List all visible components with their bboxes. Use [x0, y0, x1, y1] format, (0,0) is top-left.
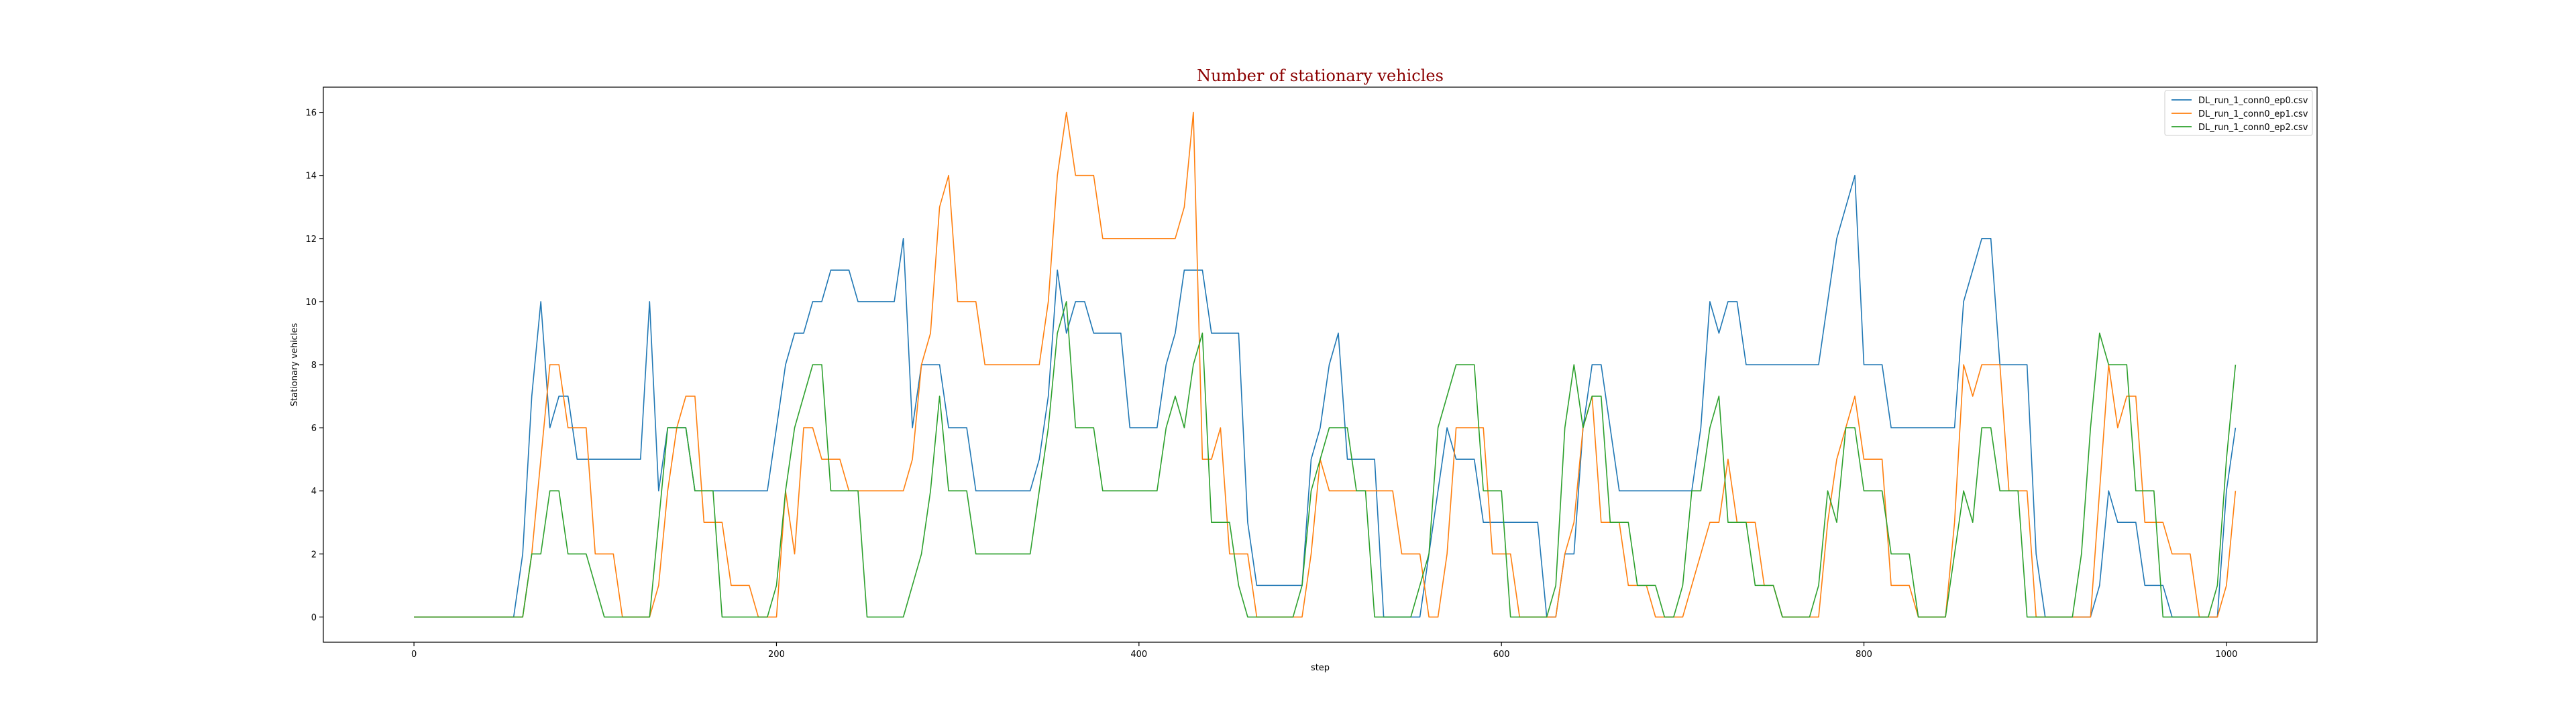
- y-axis-ticks: 0 2 4 6 8 10 12 14 16: [305, 109, 323, 623]
- series-line-1: [414, 111, 2237, 618]
- y-tick-label: 16: [305, 109, 317, 119]
- y-tick-label: 0: [311, 613, 317, 623]
- series-line-0: [414, 174, 2237, 618]
- x-axis-ticks: 0 200 400 600 800 1000: [411, 642, 2237, 660]
- y-tick-label: 2: [311, 550, 317, 560]
- y-tick-label: 12: [305, 235, 317, 245]
- x-tick-label: 800: [1856, 650, 1872, 660]
- x-tick-label: 400: [1130, 650, 1147, 660]
- y-tick-label: 8: [311, 361, 317, 371]
- legend-label: DL_run_1_conn0_ep0.csv: [2198, 96, 2308, 106]
- x-tick-label: 200: [768, 650, 785, 660]
- y-tick-label: 4: [311, 487, 317, 497]
- x-axis-label: step: [1311, 663, 1330, 673]
- legend: DL_run_1_conn0_ep0.csv DL_run_1_conn0_ep1…: [2164, 90, 2313, 136]
- y-tick-label: 6: [311, 424, 317, 434]
- chart-title: Number of stationary vehicles: [1197, 66, 1444, 85]
- legend-label: DL_run_1_conn0_ep2.csv: [2198, 123, 2308, 133]
- y-axis-label: Stationary vehicles: [290, 323, 300, 407]
- x-tick-label: 1000: [2215, 650, 2237, 660]
- y-tick-label: 14: [305, 172, 317, 182]
- legend-items: DL_run_1_conn0_ep0.csv DL_run_1_conn0_ep1…: [2171, 96, 2308, 133]
- series-line-2: [414, 301, 2237, 618]
- legend-label: DL_run_1_conn0_ep1.csv: [2198, 109, 2308, 119]
- series-layer: [414, 111, 2237, 618]
- x-tick-label: 0: [411, 650, 417, 660]
- legend-box: [2164, 90, 2313, 136]
- y-tick-label: 10: [305, 298, 317, 308]
- x-tick-label: 600: [1493, 650, 1510, 660]
